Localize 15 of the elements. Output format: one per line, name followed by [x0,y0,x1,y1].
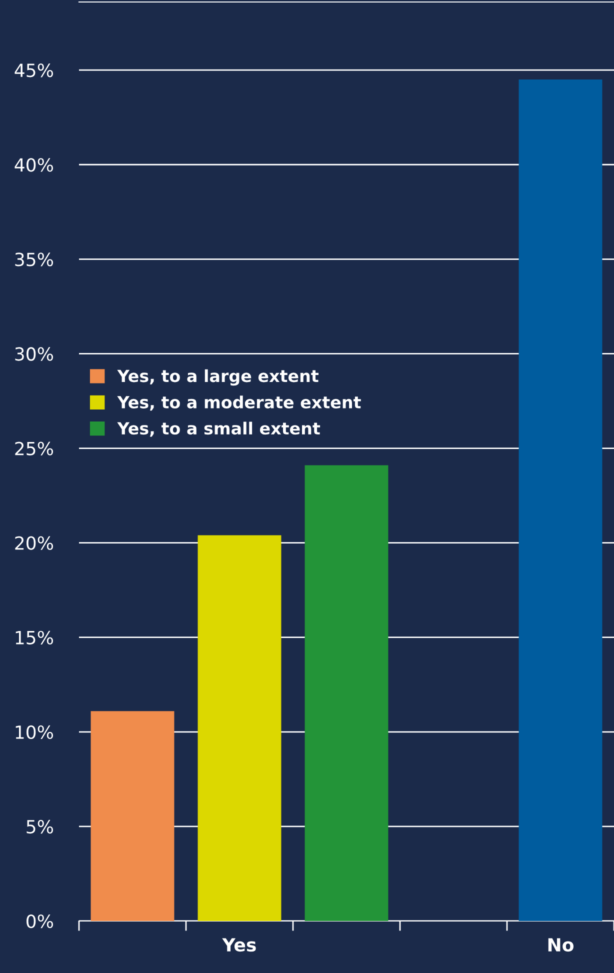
y-tick-label: 5% [26,820,54,834]
y-tick-label: 40% [14,158,54,172]
y-tick-label: 20% [15,536,54,550]
legend-label: Yes, to a moderate extent [117,396,361,411]
x-tick-label: No [548,938,574,952]
y-tick-label: 45% [14,64,54,78]
y-tick-label: 0% [26,914,54,928]
y-tick-label: 10% [16,725,54,740]
x-tick-label: Yes [222,938,256,952]
y-tick-label: 30% [15,347,54,361]
y-tick-label: 15% [16,630,54,644]
legend-label: Yes, to a large extent [117,369,318,386]
y-tick-label: 25% [15,442,54,456]
y-tick-label: 35% [15,252,54,266]
legend-label: Yes, to a small extent [117,422,320,437]
